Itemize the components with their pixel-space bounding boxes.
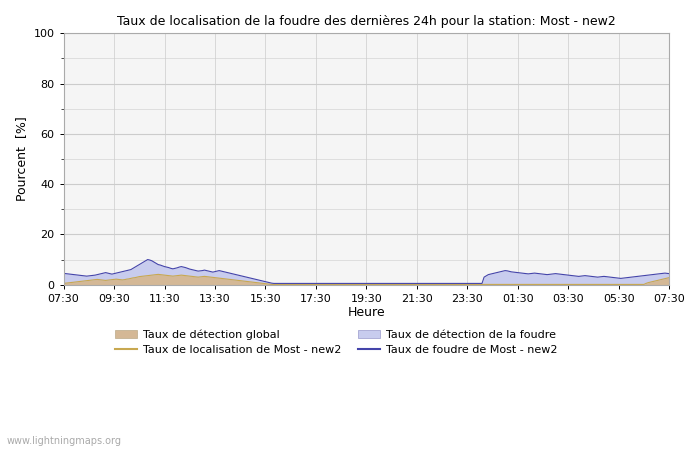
Title: Taux de localisation de la foudre des dernières 24h pour la station: Most - new2: Taux de localisation de la foudre des de… [117, 15, 616, 28]
Y-axis label: Pourcent  [%]: Pourcent [%] [15, 117, 28, 202]
Legend: Taux de détection global, Taux de localisation de Most - new2, Taux de détection: Taux de détection global, Taux de locali… [111, 324, 561, 360]
X-axis label: Heure: Heure [347, 306, 385, 320]
Text: www.lightningmaps.org: www.lightningmaps.org [7, 436, 122, 446]
